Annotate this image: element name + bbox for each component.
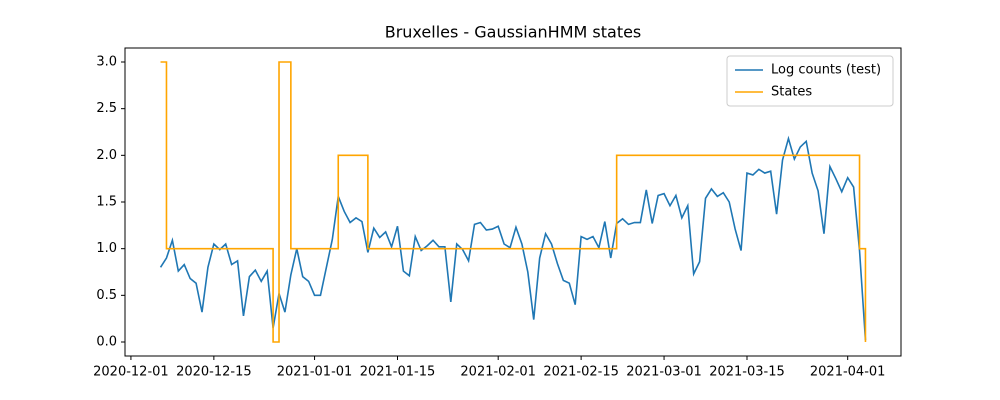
x-tick-label: 2021-01-01 — [277, 365, 353, 380]
y-tick-label: 2.0 — [96, 148, 117, 163]
legend-label: States — [771, 85, 812, 100]
x-tick-label: 2020-12-15 — [176, 365, 252, 380]
x-tick-label: 2021-02-15 — [543, 365, 619, 380]
x-tick-label: 2021-02-01 — [460, 365, 536, 380]
chart-title: Bruxelles - GaussianHMM states — [385, 23, 642, 42]
y-tick-label: 3.0 — [96, 55, 117, 70]
x-tick-label: 2021-03-15 — [709, 365, 785, 380]
series-line — [159, 135, 867, 341]
x-tick-label: 2021-04-01 — [810, 365, 886, 380]
y-tick-label: 1.5 — [96, 195, 117, 210]
legend-label: Log counts (test) — [771, 63, 881, 78]
y-tick-label: 2.5 — [96, 101, 117, 116]
x-tick-label: 2021-03-01 — [626, 365, 702, 380]
y-tick-label: 1.0 — [96, 241, 117, 256]
y-tick-label: 0.5 — [96, 288, 117, 303]
x-tick-label: 2021-01-15 — [360, 365, 436, 380]
x-tick-label: 2020-12-01 — [93, 365, 169, 380]
axes-frame — [124, 47, 902, 357]
legend-box — [726, 55, 894, 107]
series-line — [160, 61, 867, 343]
y-tick-label: 0.0 — [96, 335, 117, 350]
